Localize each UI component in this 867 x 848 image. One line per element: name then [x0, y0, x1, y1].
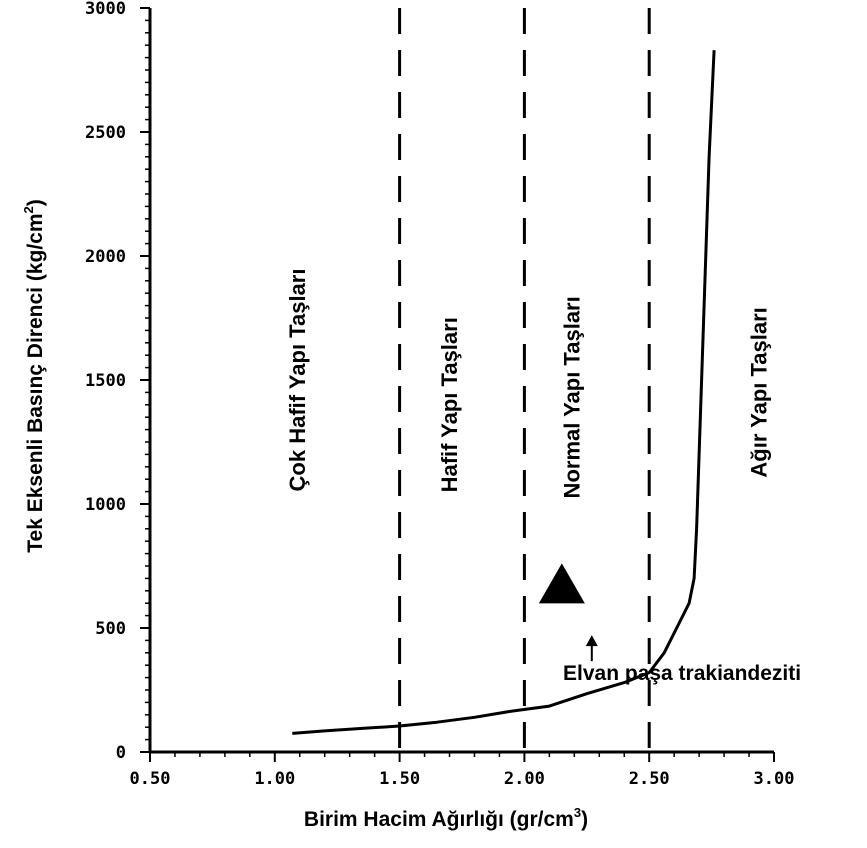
- x-tick-label: 0.50: [130, 769, 171, 789]
- zone-label: Hafif Yapı Taşları: [437, 317, 462, 492]
- zone-label: Normal Yapı Taşları: [559, 296, 584, 498]
- y-axis-title: Tek Eksenli Basınç Direnci (kg/cm2): [21, 199, 47, 553]
- y-tick-label: 1500: [85, 371, 126, 391]
- annotation-arrowhead: [585, 635, 598, 647]
- y-tick-label: 3000: [85, 0, 126, 19]
- y-tick-label: 500: [95, 619, 126, 639]
- data-point-triangle: [538, 563, 585, 604]
- annotation-label: Elvan paşa trakiandeziti: [563, 662, 801, 685]
- x-tick-label: 1.50: [379, 769, 420, 789]
- x-tick-label: 2.00: [504, 769, 545, 789]
- x-axis-title: Birim Hacim Ağırlığı (gr/cm3): [304, 805, 588, 831]
- x-tick-label: 3.00: [754, 769, 795, 789]
- y-tick-label: 1000: [85, 495, 126, 515]
- y-tick-label: 2500: [85, 123, 126, 143]
- curve-line: [292, 50, 716, 735]
- x-tick-label: 1.00: [254, 769, 295, 789]
- zone-label: Ağır Yapı Taşları: [747, 307, 772, 477]
- y-tick-label: 0: [116, 743, 126, 763]
- zone-label: Çok Hafif Yapı Taşları: [285, 269, 310, 492]
- x-tick-label: 2.50: [629, 769, 670, 789]
- y-tick-label: 2000: [85, 247, 126, 267]
